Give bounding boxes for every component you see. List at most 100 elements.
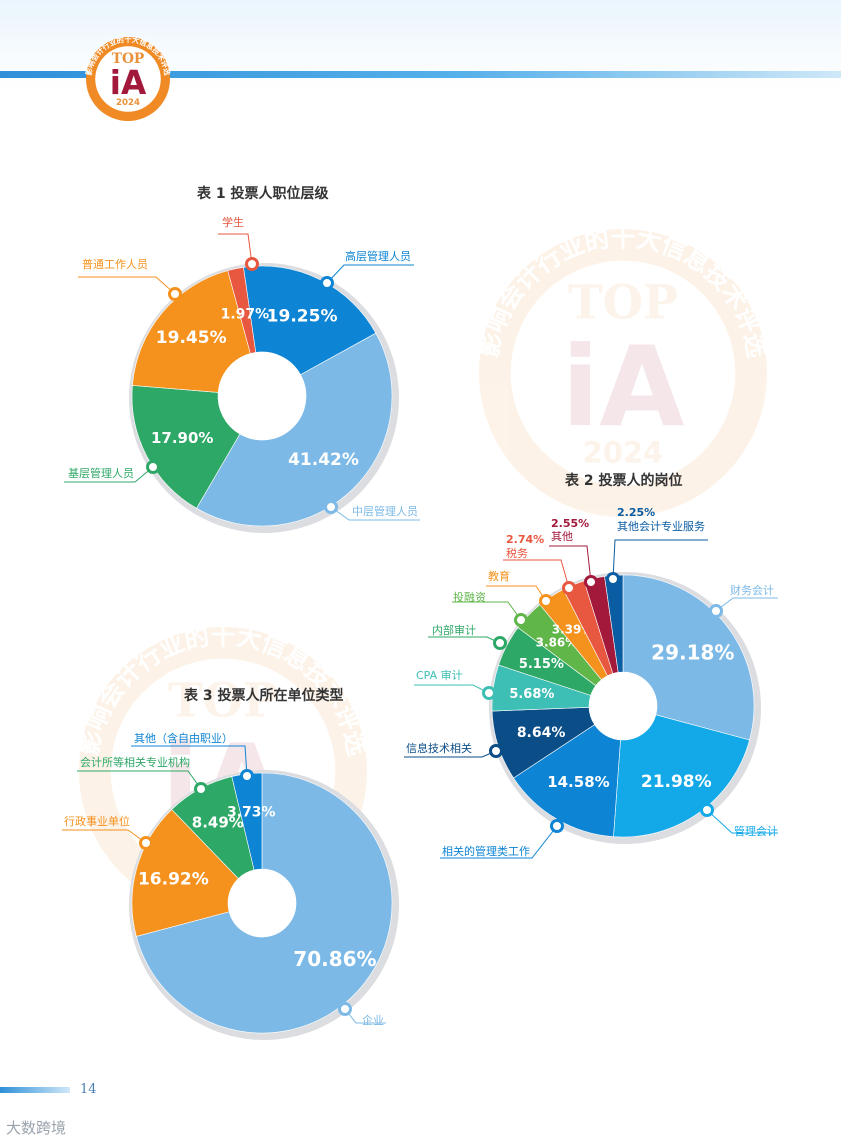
header-rule (0, 71, 841, 78)
slice-value-label: 2.74% (506, 533, 544, 546)
leader-line (131, 745, 248, 777)
donut-chart-1: 19.25% 高层管理人员 41.42% 中层管理人员 17.90% 基层管理人员 19.4… (64, 215, 420, 533)
slice-category-label: 税务 (506, 546, 528, 560)
leader-dot (700, 803, 714, 817)
leader-line (549, 545, 592, 583)
leader-line (77, 770, 202, 790)
seal-year-text: 2024 (583, 435, 664, 469)
seal-ia-text: iA (561, 323, 684, 451)
leader-line (326, 264, 414, 284)
leader-dot (584, 575, 598, 589)
slice-category-label: 投融资 (453, 590, 486, 604)
leader-line (612, 539, 708, 580)
slice-value-label: 2.25% (617, 506, 655, 519)
slice-category-label: 学生 (222, 215, 244, 229)
slice-value-label: 19.45% (156, 328, 227, 348)
leader-dot (562, 581, 576, 595)
slice-category-label: 行政事业单位 (64, 814, 130, 828)
slice-value-label: 19.25% (267, 306, 338, 326)
seal-top-text: TOP (168, 672, 278, 727)
slice-value-label: 41.42% (288, 450, 359, 470)
footer-rule (0, 1087, 70, 1093)
leader-dot (489, 744, 503, 758)
leader-dot (324, 500, 338, 514)
donut-hole (589, 672, 657, 740)
leader-line (64, 466, 154, 483)
slice-category-label: 企业 (362, 1013, 384, 1027)
corner-watermark-text: 大数跨境 (6, 1119, 67, 1137)
slice-category-label: CPA 审计 (416, 668, 463, 682)
slice-category-label: 相关的管理类工作 (442, 844, 530, 858)
leader-line (706, 809, 778, 834)
slice-category-label: 基层管理人员 (68, 466, 134, 480)
slice-category-label: 中层管理人员 (352, 504, 418, 518)
chart-2-title: 表 2 投票人的岗位 (565, 473, 683, 489)
slice-category-label: 信息技术相关 (406, 741, 472, 755)
leader-line (440, 825, 558, 859)
slice-category-label: 普通工作人员 (82, 257, 148, 271)
donut-chart-2: 29.18% 财务会计 21.98% 管理会计 14.58% 相关的管理类工作 8.64% 信… (404, 506, 778, 859)
leader-dot (606, 572, 620, 586)
slice-value-label: 8.64% (517, 725, 566, 741)
slice-category-label: 其他（含自由职业） (134, 731, 233, 745)
slice-value-label: 5.15% (519, 657, 564, 672)
leader-line (62, 829, 147, 844)
seal-ia-text: iA (110, 64, 147, 102)
slice-category-label: 高层管理人员 (345, 249, 411, 263)
seal-inner-disc (95, 46, 161, 112)
leader-line (218, 233, 253, 265)
leader-dot (338, 1002, 352, 1016)
seal-year-text: 2024 (116, 98, 140, 108)
seal-top-text: TOP (112, 51, 145, 67)
slice-value-label: 29.18% (651, 640, 734, 664)
slice-value-label: 3.73% (227, 805, 276, 821)
slice-value-label: 2.55% (551, 517, 589, 530)
chart-3-title: 表 3 投票人所在单位类型 (184, 688, 344, 704)
leader-line (78, 276, 176, 295)
leader-dot (168, 287, 182, 301)
leader-dot (709, 604, 723, 618)
slice-category-label: 教育 (488, 569, 510, 583)
leader-dot (550, 819, 564, 833)
page-number: 14 (80, 1082, 97, 1097)
leader-dot (240, 769, 254, 783)
leader-line (330, 506, 420, 521)
leader-dot (245, 257, 259, 271)
slice-value-label: 5.68% (509, 687, 554, 702)
seal-inner-disc (510, 260, 736, 486)
slice-value-label: 1.97% (221, 307, 270, 323)
leader-dot (146, 460, 160, 474)
slice-value-label: 17.90% (151, 429, 213, 447)
slice-category-label: 其他会计专业服务 (617, 519, 705, 533)
slice-value-label: 70.86% (293, 947, 376, 971)
slice-category-label: 其他 (551, 530, 573, 543)
donut-hole (218, 352, 306, 440)
seal-outer-ring (479, 229, 767, 517)
leader-line (486, 585, 547, 602)
slice-value-label: 14.58% (547, 773, 609, 791)
leader-line (452, 601, 522, 621)
slice-category-label: 管理会计 (734, 824, 778, 838)
leader-dot (320, 276, 334, 290)
slice-value-label: 16.92% (138, 869, 209, 889)
leader-dot (139, 836, 153, 850)
slice-value-label: 21.98% (641, 772, 712, 792)
slice-category-label: 财务会计 (730, 583, 774, 597)
chart-1-title: 表 1 投票人职位层级 (197, 186, 329, 202)
leader-dot (514, 613, 528, 627)
slice-category-label: 内部审计 (432, 623, 476, 637)
slice-value-label: 8.49% (192, 814, 244, 832)
donut-hole (228, 869, 296, 937)
leader-dot (493, 636, 507, 650)
leader-line (503, 559, 570, 589)
donut-chart-3: 70.86% 企业 16.92% 行政事业单位 8.49% 会计所等相关专业机构 3.73%… (62, 731, 399, 1040)
leader-line (414, 684, 490, 694)
leader-dot (194, 782, 208, 796)
slice-category-label: 会计所等相关专业机构 (80, 755, 190, 769)
seal-top-text: TOP (568, 274, 678, 329)
leader-dot (482, 686, 496, 700)
